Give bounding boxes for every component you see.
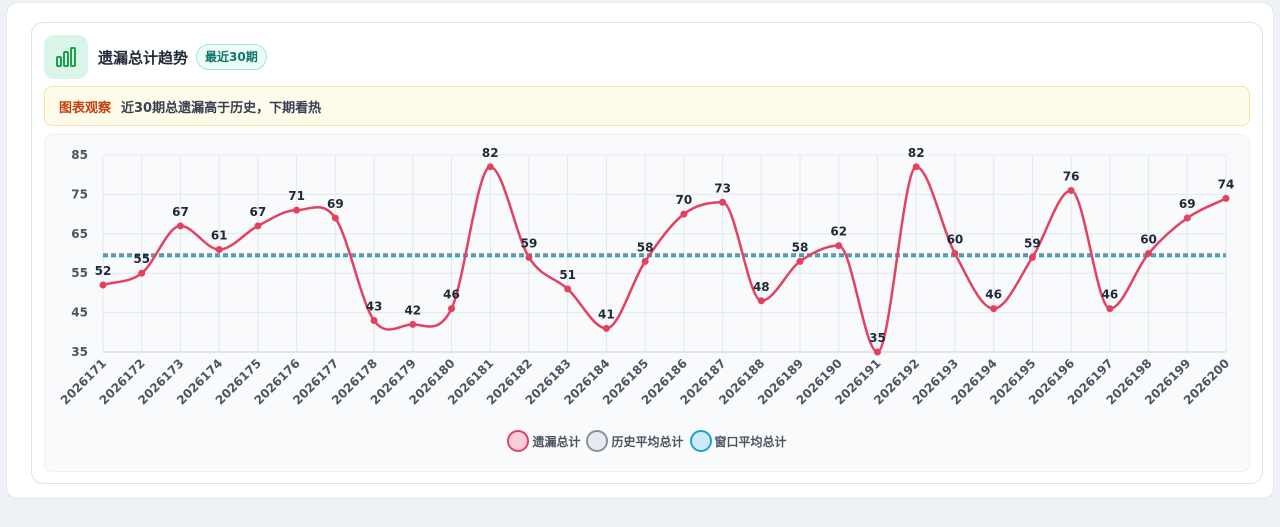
y-tick-label: 65: [71, 227, 88, 241]
period-badge: 最近30期: [196, 44, 267, 70]
data-point: [719, 198, 727, 206]
data-label: 69: [1179, 197, 1196, 211]
data-point: [835, 242, 843, 250]
data-label: 73: [714, 181, 731, 195]
legend-item-series[interactable]: 遗漏总计: [507, 430, 580, 452]
data-point: [215, 246, 223, 254]
data-point: [990, 305, 998, 313]
data-point: [1067, 186, 1075, 194]
data-label: 46: [985, 288, 1002, 302]
y-axis-ticks: 35 45 55 65 75 85: [71, 148, 88, 359]
chart-card: 遗漏总计趋势 最近30期 图表观察 近30期总遗漏高于历史，下期看热 52 55 6…: [31, 22, 1263, 484]
data-label: 70: [676, 193, 693, 207]
data-point: [448, 305, 456, 313]
observation-label: 图表观察: [59, 100, 112, 116]
data-point: [254, 222, 262, 230]
data-label: 59: [521, 236, 538, 250]
data-label: 76: [1063, 169, 1080, 183]
data-label: 46: [1101, 288, 1118, 302]
data-point: [293, 206, 301, 214]
y-tick-label: 45: [71, 306, 88, 320]
observation-text: 近30期总遗漏高于历史，下期看热: [121, 100, 322, 116]
data-label: 46: [443, 288, 460, 302]
y-tick-label: 55: [71, 266, 88, 280]
data-point: [525, 253, 533, 261]
card-header: 遗漏总计趋势 最近30期: [44, 35, 267, 79]
data-point: [1222, 194, 1230, 202]
data-label: 59: [1024, 236, 1041, 250]
average-lines: [103, 253, 1226, 258]
data-label: 35: [869, 331, 886, 345]
data-point: [176, 222, 184, 230]
data-label: 55: [133, 252, 150, 266]
y-tick-label: 85: [71, 148, 88, 162]
y-tick-label: 75: [71, 187, 88, 201]
legend-swatch: [507, 430, 530, 452]
data-point: [1106, 305, 1114, 313]
data-point: [602, 324, 610, 332]
data-label: 62: [830, 225, 847, 239]
data-point: [409, 320, 417, 328]
data-point: [641, 257, 649, 265]
data-point: [331, 214, 339, 222]
data-point: [1028, 253, 1036, 261]
series-line: [102, 165, 1227, 354]
legend-item-hist-avg[interactable]: 历史平均总计: [586, 430, 684, 452]
data-label: 58: [637, 240, 654, 254]
data-label: 60: [1140, 233, 1157, 247]
data-label: 61: [211, 229, 228, 243]
legend-label: 窗口平均总计: [714, 434, 787, 449]
data-point: [873, 348, 881, 356]
data-point: [370, 316, 378, 324]
legend-label: 历史平均总计: [611, 434, 684, 449]
x-axis-ticks: 2026171202617220261732026174202617520261…: [58, 356, 1232, 407]
data-point: [1145, 250, 1153, 257]
data-label: 43: [366, 299, 383, 313]
data-point: [757, 297, 765, 305]
card-title: 遗漏总计趋势: [98, 48, 189, 67]
data-point: [1183, 214, 1191, 222]
data-label: 42: [404, 303, 421, 317]
y-tick-label: 35: [71, 345, 88, 359]
legend-label: 遗漏总计: [532, 434, 581, 449]
data-point: [680, 210, 688, 218]
legend-swatch: [586, 430, 609, 452]
data-label: 58: [792, 240, 809, 254]
bar-chart-icon: [44, 35, 88, 79]
data-point: [951, 250, 959, 257]
data-label: 60: [947, 233, 964, 247]
data-point: [99, 281, 107, 289]
data-point: [796, 257, 804, 265]
data-label: 69: [327, 197, 344, 211]
data-label: 74: [1218, 177, 1235, 191]
data-label: 51: [559, 268, 576, 282]
data-points: [99, 163, 1230, 356]
data-point: [564, 285, 572, 293]
data-point: [486, 163, 494, 171]
data-point: [912, 163, 920, 171]
chart-legend: 遗漏总计 历史平均总计 窗口平均总计: [45, 430, 1249, 452]
data-label: 48: [753, 280, 770, 294]
data-label: 82: [908, 146, 925, 160]
data-point: [138, 269, 146, 277]
data-label: 67: [172, 205, 189, 219]
data-label: 41: [598, 307, 615, 321]
data-label: 52: [95, 264, 112, 278]
chart-area: 52 55 67 61 67 71 69 43 42 46 82 59 51 41 58 70 73 48 58 62…: [44, 134, 1250, 472]
outer-panel: 遗漏总计趋势 最近30期 图表观察 近30期总遗漏高于历史，下期看热 52 55 6…: [6, 2, 1274, 499]
legend-item-window-avg[interactable]: 窗口平均总计: [689, 430, 787, 452]
data-label: 71: [288, 189, 305, 203]
series-line-layer: [102, 165, 1227, 354]
data-label: 67: [250, 205, 267, 219]
data-labels: 52 55 67 61 67 71 69 43 42 46 82 59 51 41 58 70 73 48 58 62…: [95, 146, 1235, 345]
observation-banner: 图表观察 近30期总遗漏高于历史，下期看热: [44, 86, 1250, 126]
line-chart: 52 55 67 61 67 71 69 43 42 46 82 59 51 41 58 70 73 48 58 62…: [58, 146, 1235, 408]
legend-swatch: [689, 430, 712, 452]
data-label: 82: [482, 146, 499, 160]
